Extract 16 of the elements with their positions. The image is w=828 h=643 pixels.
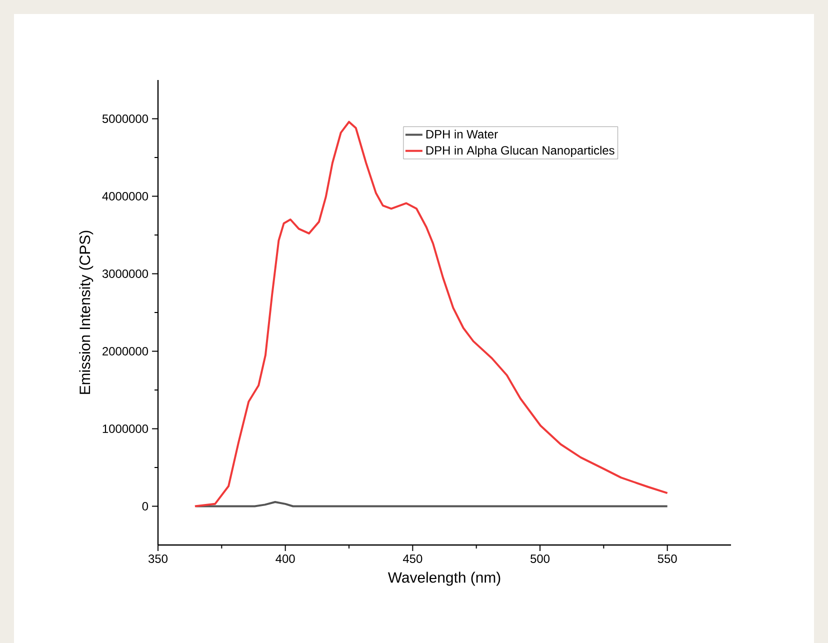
x-tick-label: 550: [658, 554, 677, 563]
x-axis-title: Wavelength (nm): [388, 572, 500, 586]
legend-label: DPH in Alpha Glucan Nanoparticles: [426, 146, 614, 157]
y-tick-label: 0: [142, 502, 148, 510]
y-tick-label: 2000000: [102, 347, 148, 356]
x-tick-label: 400: [276, 554, 295, 563]
y-tick-label: 1000000: [102, 424, 148, 433]
y-tick-label: 4000000: [102, 192, 148, 200]
line-series: [194, 120, 668, 508]
x-tick-label: 500: [530, 554, 550, 563]
y-tick-label: 3000000: [102, 270, 148, 278]
y-axis-title: Emission Intensity (CPS): [79, 230, 94, 394]
x-tick-label: 350: [148, 554, 168, 563]
legend-label: DPH in Water: [426, 130, 498, 138]
y-tick-label: 5000000: [102, 114, 148, 123]
x-tick-label: 450: [402, 554, 422, 563]
